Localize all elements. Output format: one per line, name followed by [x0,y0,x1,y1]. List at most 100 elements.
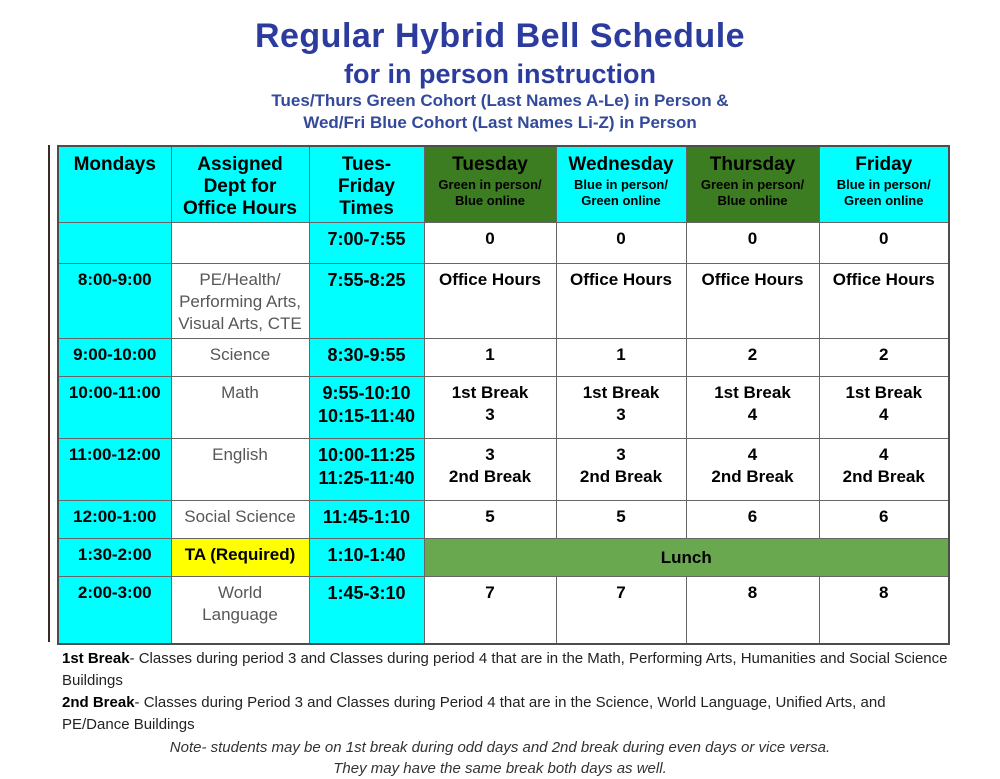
page-title: Regular Hybrid Bell Schedule [254,17,746,55]
text-line: 1st Break [714,383,791,402]
footnote-1st-break: 1st Break- Classes during period 3 and C… [62,648,952,692]
text-line: 2 [747,345,758,364]
col-header-wednesday: Wednesday Blue in person/Green online [555,145,687,223]
text-line: 2nd Break [842,467,925,486]
text-line: Math [221,383,259,402]
period-cell: 0 [555,222,687,264]
text-line: Friday [855,154,913,175]
text-line: Blue in person/ [836,177,931,192]
schedule-row: 9:00-10:00 Science 8:30-9:55 1 1 2 2 [57,338,950,377]
text-line: Office Hours [832,270,935,289]
monday-time-cell: 9:00-10:00 [57,338,172,377]
dept-cell: World Language [170,576,310,644]
text-line: 7 [485,583,495,602]
text-line: Mondays [73,154,156,175]
footnote-1st-break-text: - Classes during period 3 and Classes du… [62,649,948,689]
text-line: Green in person/ [438,177,542,192]
times-cell: 7:00-7:55 [308,222,425,264]
text-line: 3 [485,445,495,464]
text-line: Wednesday [568,154,674,175]
period-cell: 5 [555,500,687,539]
text-line: 5 [485,507,495,526]
col-header-cohort-note: Blue in person/Green online [822,177,947,209]
text-line: Blue in person/ [574,177,668,192]
footnote-2nd-break-term: 2nd Break [62,693,135,711]
text-line: 10:00-11:25 [317,445,416,465]
text-line: Thursday [709,154,796,175]
text-line: 1st Break [582,383,660,402]
schedule-row: 12:00-1:00 Social Science 11:45-1:10 5 5 6 6 [57,500,950,539]
period-cell: 1st Break 4 [818,376,950,439]
page-subtitle: for in person instruction [343,59,656,89]
note-line-2: They may have the same break both days a… [333,759,667,777]
times-cell: 8:30-9:55 [308,338,425,377]
bell-schedule-table: Mondays Assigned Dept for Office Hours Tues-… [57,145,950,645]
text-line: 0 [485,229,495,248]
text-line: 3 [485,405,495,424]
period-cell: 1st Break 3 [423,376,557,439]
text-line: 1st Break [451,383,529,402]
period-cell: Office Hours [818,263,950,339]
text-line: 4 [747,405,758,424]
period-cell: 7 [555,576,687,644]
text-line: Green in person/ [700,177,805,192]
monday-time-cell [57,222,172,264]
text-line: 0 [879,229,889,248]
text-line: 11:45-1:10 [322,507,411,527]
text-line: 1 [485,345,495,364]
dept-cell: Social Science [170,500,310,539]
col-header-tuesday: Tuesday Green in person/Blue online [423,145,557,223]
text-line: 1:45-3:10 [327,583,406,603]
dept-cell: TA (Required) [170,538,310,577]
schedule-row: 7:00-7:55 0 0 0 0 [57,222,950,264]
times-cell: 9:55-10:10 10:15-11:40 [308,376,425,439]
text-line: 5 [616,507,626,526]
monday-time-cell: 1:30-2:00 [57,538,172,577]
text-line: Friday [337,176,396,197]
text-line: 7:00-7:55 [327,229,406,249]
text-line: Social Science [184,507,296,526]
text-line: 9:55-10:10 [322,383,411,403]
col-header-tues-friday-times: Tues- Friday Times [308,145,425,223]
text-line: 8 [747,583,758,602]
period-cell: 0 [818,222,950,264]
text-line: Blue online [717,193,788,208]
period-cell: 0 [685,222,820,264]
col-header-assigned-dept-for-office-hours: Assigned Dept for Office Hours [170,145,310,223]
text-line: 11:25-11:40 [318,468,415,488]
schedule-row: 2:00-3:00 World Language 1:45-3:10 7 7 8 8 [57,576,950,644]
cohort-line-blue: Wed/Fri Blue Cohort (Last Names Li-Z) in… [303,113,697,132]
text-line: Assigned [197,154,283,175]
period-cell: Office Hours [685,263,820,339]
text-line: 0 [747,229,758,248]
col-header-cohort-note: Green in person/Blue online [689,177,817,209]
dept-cell [170,222,310,264]
period-cell: 3 2nd Break [423,438,557,501]
period-cell: 1 [555,338,687,377]
text-line: 2nd Break [579,467,663,486]
text-line: 0 [616,229,626,248]
schedule-row: 8:00-9:00 PE/Health/Performing Arts, Visua… [57,263,950,339]
text-line: Tuesday [452,154,528,175]
monday-time-cell: 8:00-9:00 [57,263,172,339]
times-cell: 10:00-11:25 11:25-11:40 [308,438,425,501]
italic-notes: Note- students may be on 1st break durin… [0,737,1000,779]
times-cell: 11:45-1:10 [308,500,425,539]
footnote-2nd-break: 2nd Break- Classes during Period 3 and C… [62,692,952,736]
period-cell: Office Hours [423,263,557,339]
col-header-title: Mondays [61,154,169,176]
text-line: PE/Health/ [199,270,281,289]
text-line: 4 [879,445,889,464]
text-line: 7:55-8:25 [327,270,406,290]
col-header-cohort-note: Blue in person/Green online [559,177,684,209]
period-cell: 7 [423,576,557,644]
monday-time-cell: 12:00-1:00 [57,500,172,539]
text-line: Office Hours [569,270,673,289]
times-cell: 7:55-8:25 [308,263,425,339]
col-header-title: Friday [822,154,947,176]
text-line: 8:30-9:55 [327,345,406,365]
period-cell: 0 [423,222,557,264]
col-header-title: Wednesday [559,154,684,176]
monday-time-cell: 11:00-12:00 [57,438,172,501]
text-line: Performing Arts, [179,292,301,311]
